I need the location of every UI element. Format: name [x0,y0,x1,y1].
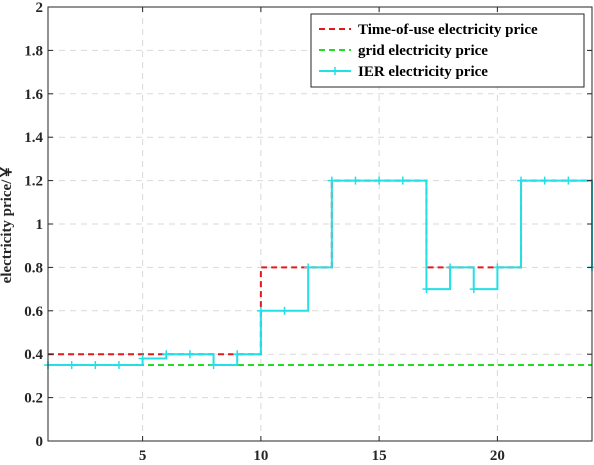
legend-box [310,13,585,88]
y-tick-label: 1.4 [24,130,43,146]
legend-label: Time-of-use electricity price [358,22,538,38]
x-tick-label: 15 [372,448,387,464]
data-point [233,350,242,359]
legend-label: grid electricity price [358,43,488,59]
legend-item: IER electricity price [319,64,488,80]
data-point [351,176,360,185]
series-layer [44,176,594,370]
y-tick-label: 0.6 [24,304,43,320]
legend-item: grid electricity price [319,43,488,59]
legend-item: Time-of-use electricity price [319,22,538,38]
legend-label: IER electricity price [358,64,488,80]
data-point [446,263,455,272]
y-axis-label: electricity price/￥ [0,165,15,284]
x-tick-label: 5 [139,448,147,464]
y-tick-label: 1 [36,217,44,233]
y-tick-label: 0 [36,434,44,450]
data-point [517,176,526,185]
y-tick-label: 0.8 [24,260,43,276]
data-point [138,354,147,363]
data-point [564,176,573,185]
data-point [162,350,171,359]
data-point [209,361,218,370]
data-point [375,176,384,185]
data-point [185,350,194,359]
data-point [67,361,76,370]
data-point [422,285,431,294]
data-point [91,361,100,370]
data-point [469,285,478,294]
y-tick-label: 1.8 [24,43,43,59]
data-point [540,176,549,185]
data-point [114,361,123,370]
y-tick-label: 2 [36,0,44,16]
y-tick-label: 1.6 [24,87,43,103]
data-point [304,263,313,272]
data-point [327,176,336,185]
data-point [398,176,407,185]
y-tick-label: 0.2 [24,391,43,407]
data-point [256,306,265,315]
y-tick-label: 1.2 [24,174,43,190]
data-point [493,263,502,272]
data-point [280,306,289,315]
x-tick-label: 10 [253,448,268,464]
x-tick-label: 20 [490,448,505,464]
legend: Time-of-use electricity price grid electr… [310,13,585,88]
y-tick-label: 0.4 [24,347,43,363]
axis-ticks: 0 0.2 0.4 0.6 0.8 1 1.2 1.4 1.6 1.8 2 5 10 15 20 [24,0,592,464]
